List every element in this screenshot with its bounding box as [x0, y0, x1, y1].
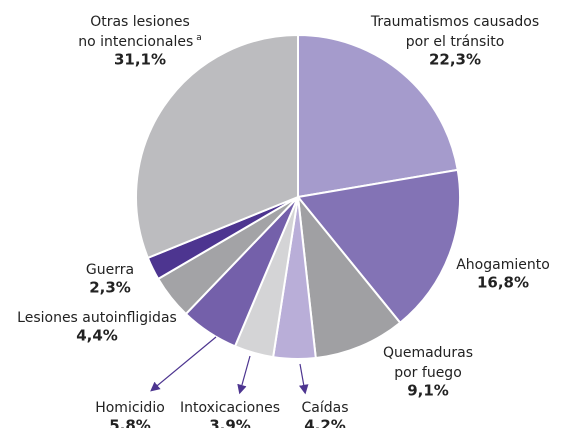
pie-slice: [135, 33, 299, 260]
slice-label: Caídas: [301, 400, 348, 416]
label-line: Intoxicaciones: [180, 400, 280, 416]
slice-label: Quemaduras por fuego: [383, 345, 473, 381]
slice-label: Guerra: [86, 262, 134, 278]
slice-label: Ahogamiento: [456, 257, 550, 273]
label-line: Lesiones autoinfligidas: [17, 310, 177, 326]
value-label: 22,3%: [429, 51, 481, 69]
value-label: 2,3%: [89, 279, 131, 297]
pie-slice: [297, 33, 459, 199]
label-line: por el tránsito: [406, 34, 505, 50]
label-line: por fuego: [394, 365, 462, 381]
value-label: 4,4%: [76, 327, 118, 345]
slice-label: Lesiones autoinfligidas: [17, 310, 177, 326]
leader-arrow: [150, 336, 217, 392]
footnote-marker: a: [196, 33, 202, 43]
value-label: 5,8%: [109, 417, 151, 428]
slice-label: Traumatismos causados por el tránsito: [370, 14, 539, 50]
slice-label: Intoxicaciones: [180, 400, 280, 416]
label-line: Guerra: [86, 262, 134, 278]
slice-label: Otras lesiones no intencionales a: [78, 14, 202, 50]
leader-arrow: [299, 363, 309, 395]
value-label: 31,1%: [114, 51, 166, 69]
label-line: Otras lesiones: [90, 14, 190, 30]
slice-label: Homicidio: [95, 400, 165, 416]
value-label: 4,2%: [304, 417, 346, 428]
pie-slice: [296, 168, 461, 325]
label-line: Quemaduras: [383, 345, 473, 361]
label-line: Ahogamiento: [456, 257, 550, 273]
label-line: Caídas: [301, 400, 348, 416]
value-label: 3,9%: [209, 417, 251, 428]
label-line: no intencionales: [78, 34, 193, 50]
value-label: 16,8%: [477, 274, 529, 292]
label-line: Traumatismos causados: [370, 14, 539, 30]
label-line: Homicidio: [95, 400, 165, 416]
leader-arrow: [237, 355, 251, 395]
pie-slice: [296, 193, 402, 360]
value-label: 9,1%: [407, 382, 449, 400]
